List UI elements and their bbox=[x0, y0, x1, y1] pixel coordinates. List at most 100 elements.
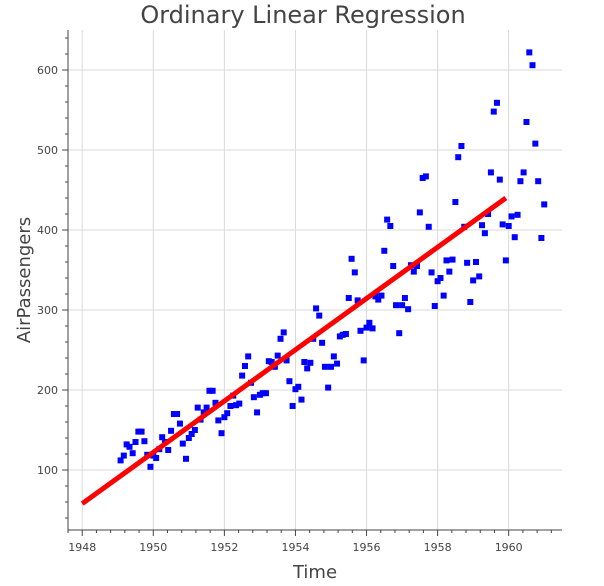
data-point bbox=[165, 447, 172, 453]
data-point bbox=[304, 365, 311, 372]
data-point bbox=[369, 325, 376, 332]
x-tick-label: 1952 bbox=[210, 541, 238, 554]
data-point bbox=[499, 221, 506, 228]
data-point bbox=[236, 400, 243, 407]
data-point bbox=[416, 209, 423, 216]
data-point bbox=[274, 352, 281, 359]
regression-line bbox=[80, 195, 508, 506]
data-point bbox=[517, 178, 524, 185]
data-point bbox=[233, 402, 240, 409]
data-point bbox=[431, 303, 438, 309]
data-point bbox=[159, 434, 166, 441]
data-point bbox=[535, 178, 542, 185]
data-point bbox=[538, 235, 545, 241]
data-point bbox=[366, 319, 373, 326]
data-point bbox=[440, 292, 447, 299]
data-point bbox=[289, 403, 296, 409]
data-point bbox=[381, 247, 388, 254]
data-point bbox=[476, 273, 483, 280]
data-point bbox=[117, 457, 124, 464]
data-point bbox=[259, 390, 266, 397]
data-point bbox=[221, 414, 228, 421]
data-point bbox=[330, 353, 337, 360]
data-point bbox=[262, 390, 269, 397]
data-point bbox=[434, 278, 441, 285]
data-point bbox=[250, 394, 257, 401]
y-axis-label: AirPassengers bbox=[14, 217, 35, 343]
data-point bbox=[405, 306, 412, 313]
data-point bbox=[520, 169, 527, 176]
data-point bbox=[464, 259, 471, 266]
data-point bbox=[345, 295, 352, 301]
y-tick-label: 300 bbox=[37, 304, 58, 317]
data-point bbox=[437, 275, 444, 281]
data-point bbox=[182, 455, 189, 462]
data-point bbox=[363, 324, 370, 331]
data-point bbox=[227, 403, 234, 409]
x-tick-label: 1948 bbox=[68, 541, 96, 554]
data-point bbox=[224, 410, 231, 417]
data-point bbox=[351, 269, 358, 276]
data-point bbox=[472, 259, 479, 265]
data-point bbox=[153, 455, 160, 461]
data-point bbox=[298, 396, 305, 403]
data-point bbox=[206, 387, 213, 394]
data-point bbox=[458, 143, 465, 149]
data-point bbox=[470, 277, 477, 284]
data-point bbox=[126, 443, 133, 450]
x-tick-label: 1958 bbox=[424, 541, 452, 554]
data-point bbox=[419, 175, 426, 181]
data-point bbox=[354, 297, 361, 304]
data-point bbox=[327, 363, 334, 370]
data-point bbox=[277, 335, 284, 342]
data-point bbox=[529, 62, 536, 69]
data-point bbox=[176, 420, 183, 427]
data-point bbox=[120, 452, 127, 459]
data-point bbox=[174, 411, 181, 417]
data-point bbox=[490, 108, 497, 115]
data-point bbox=[502, 257, 509, 264]
data-point bbox=[523, 119, 530, 125]
data-point bbox=[185, 435, 192, 441]
data-point bbox=[505, 223, 512, 229]
data-point bbox=[481, 230, 488, 237]
data-point bbox=[321, 363, 328, 370]
data-point bbox=[254, 409, 261, 416]
data-point bbox=[387, 223, 394, 229]
x-tick-label: 1950 bbox=[139, 541, 167, 554]
axes: 1948 1950 1952 1954 1956 1958 1960 100 200 300 400… bbox=[37, 30, 562, 554]
data-point bbox=[443, 257, 450, 264]
x-tick-label: 1954 bbox=[281, 541, 309, 554]
data-point bbox=[218, 430, 225, 437]
data-point bbox=[413, 263, 420, 269]
data-point bbox=[129, 450, 136, 457]
data-point bbox=[135, 428, 142, 435]
data-point bbox=[147, 463, 154, 470]
data-point bbox=[372, 293, 379, 300]
data-point bbox=[203, 404, 210, 411]
data-point bbox=[384, 216, 391, 223]
data-point bbox=[215, 417, 222, 424]
data-point bbox=[360, 357, 367, 364]
data-point bbox=[170, 411, 177, 417]
chart-title: Ordinary Linear Regression bbox=[140, 1, 465, 29]
data-point bbox=[188, 431, 195, 437]
plot-area bbox=[80, 49, 548, 506]
data-point bbox=[401, 295, 408, 301]
data-point bbox=[449, 256, 456, 263]
data-point bbox=[339, 331, 346, 338]
y-tick-label: 200 bbox=[37, 384, 58, 397]
data-point bbox=[479, 222, 486, 229]
y-tick-label: 400 bbox=[37, 224, 58, 237]
x-axis-label: Time bbox=[292, 562, 337, 583]
data-point bbox=[452, 199, 459, 205]
data-point bbox=[301, 359, 308, 365]
data-point bbox=[511, 234, 518, 241]
data-point bbox=[455, 154, 462, 161]
data-point bbox=[425, 223, 432, 230]
data-point bbox=[209, 387, 216, 394]
data-point bbox=[514, 211, 521, 218]
data-point bbox=[295, 383, 302, 390]
data-point bbox=[194, 404, 201, 411]
